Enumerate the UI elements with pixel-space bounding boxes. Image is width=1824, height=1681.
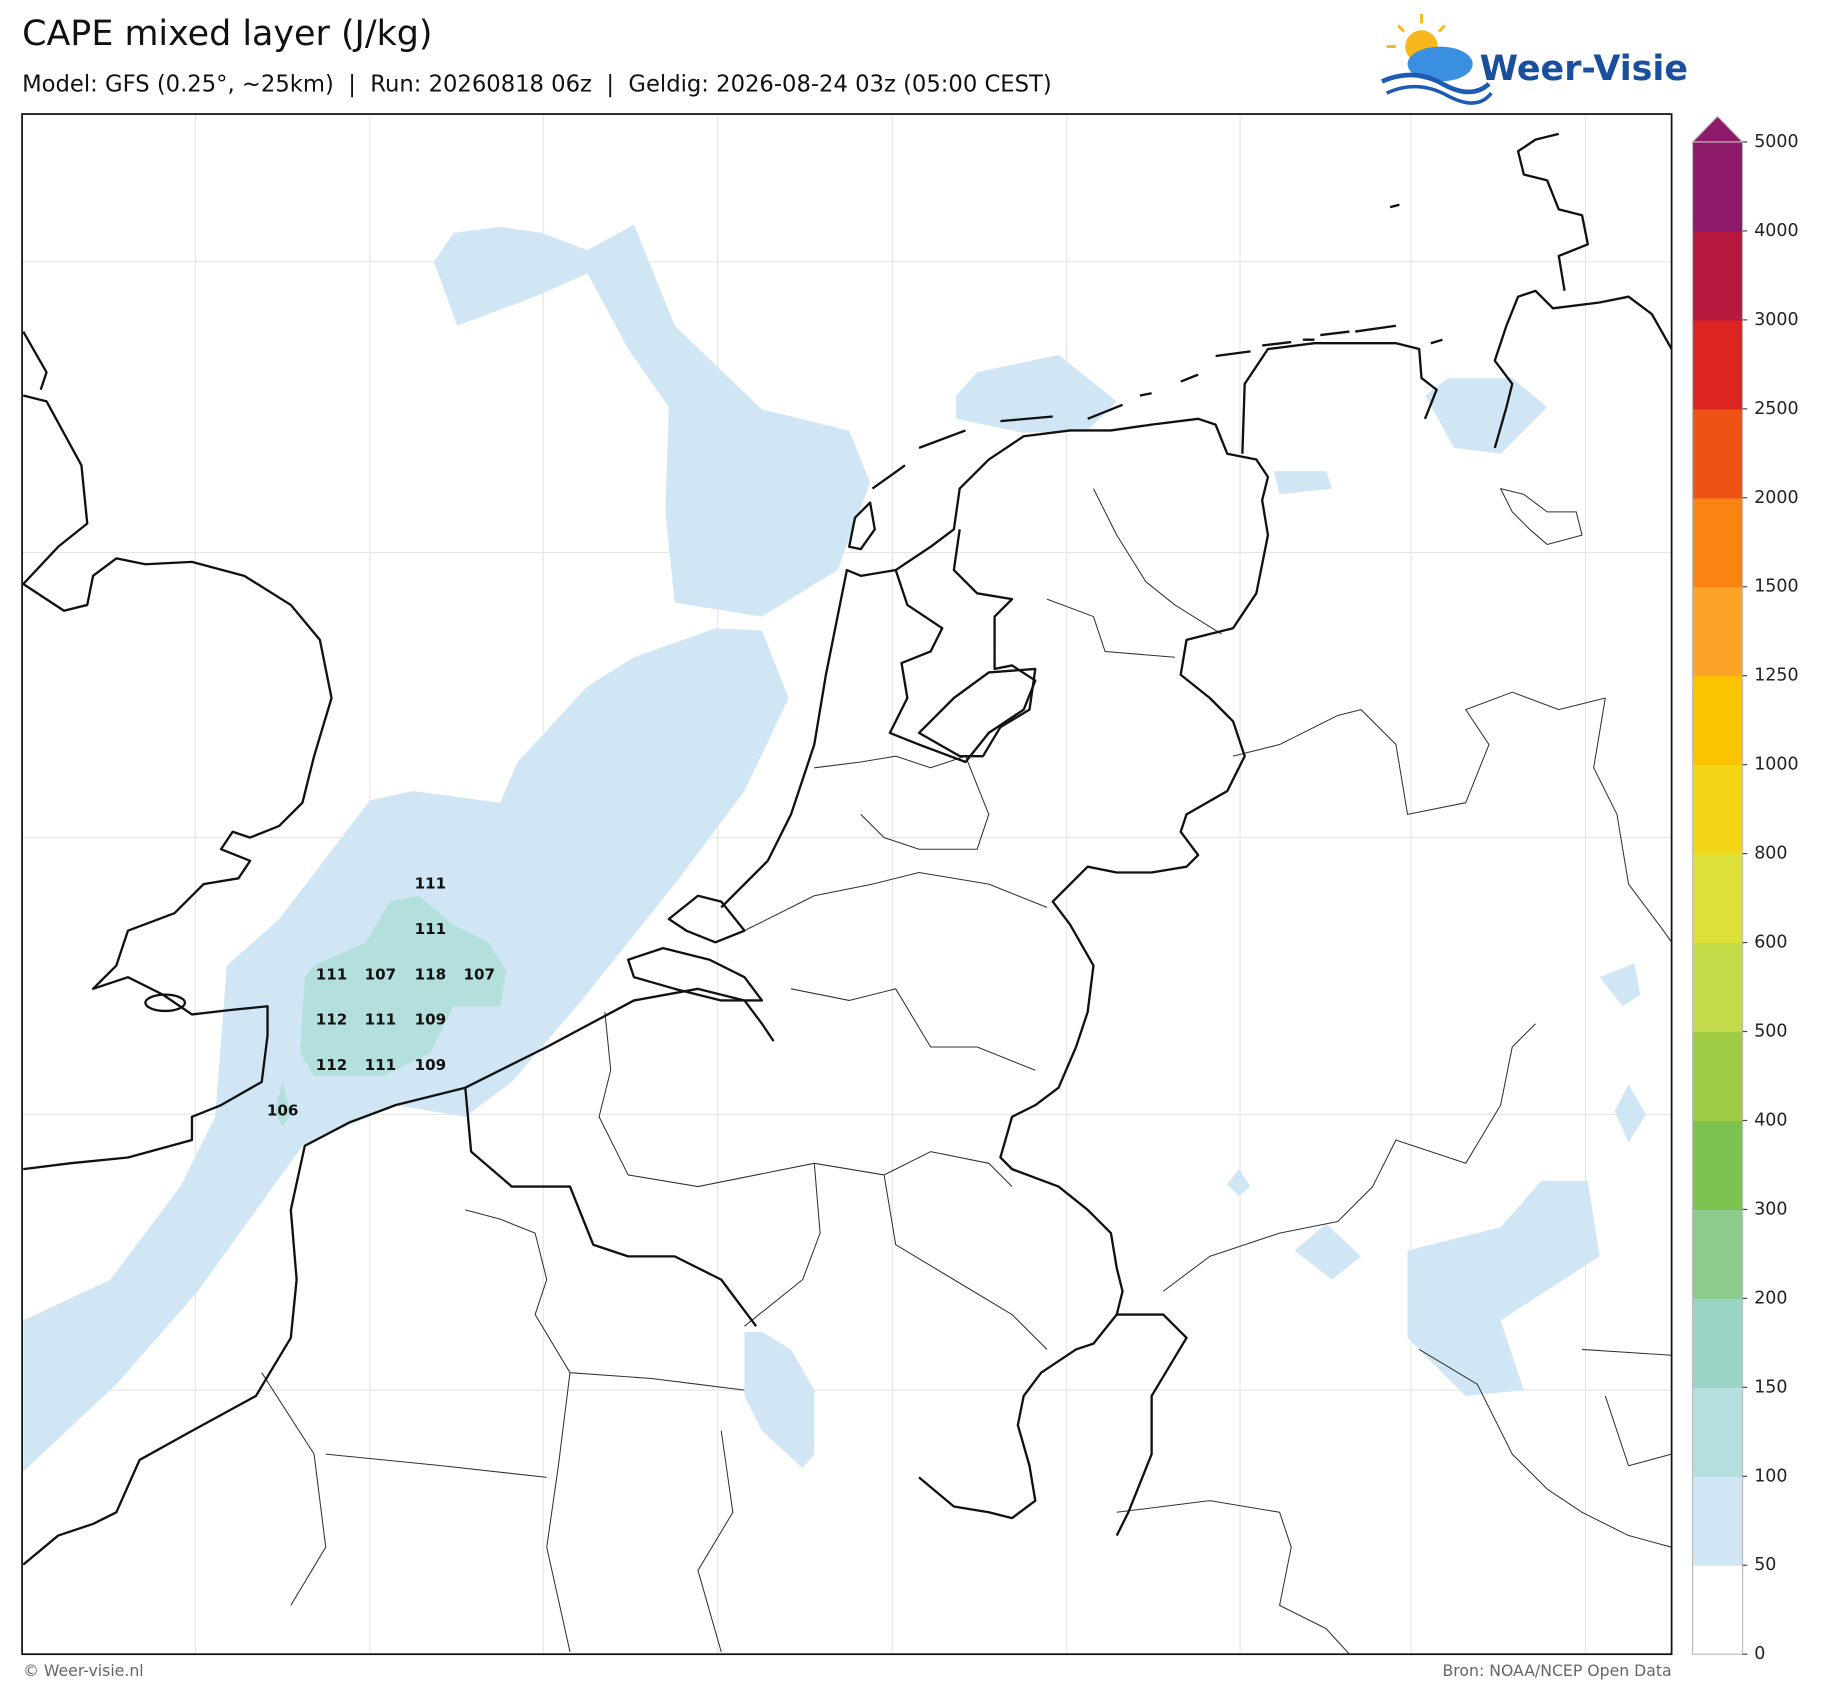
logo: Weer-Visie (1381, 13, 1688, 105)
colorbar-tick-label: 600 (1754, 933, 1787, 953)
borders (261, 488, 1672, 1655)
colorbar-segment (1692, 497, 1743, 588)
cape-value: 118 (415, 965, 447, 983)
cape-value: 107 (365, 965, 397, 983)
colorbar-segment (1692, 1120, 1743, 1211)
cape-value: 112 (316, 1011, 348, 1029)
colorbar-segment (1692, 853, 1743, 944)
colorbar-tick-label: 300 (1754, 1199, 1787, 1219)
colorbar-tick-label: 200 (1754, 1288, 1787, 1308)
colorbar-segment (1692, 586, 1743, 677)
colorbar-segment (1692, 1387, 1743, 1477)
graticule (22, 114, 1672, 1655)
cape-value: 112 (316, 1056, 348, 1074)
cape-value: 107 (463, 965, 495, 983)
cape-field (23, 224, 1647, 1472)
map-frame (21, 113, 1673, 1656)
colorbar-tick-label: 500 (1754, 1022, 1787, 1042)
colorbar-segment (1692, 764, 1743, 855)
colorbar-segment (1692, 408, 1743, 499)
cape-value: 106 (267, 1101, 299, 1119)
colorbar-segment (1692, 1565, 1743, 1655)
colorbar-segment (1692, 1476, 1743, 1566)
colorbar-tick-label: 800 (1754, 844, 1787, 864)
colorbar-tick-label: 2500 (1754, 399, 1798, 419)
cape-value: 111 (415, 920, 447, 938)
colorbar-segment (1692, 230, 1743, 321)
colorbar-tick-label: 400 (1754, 1110, 1787, 1130)
colorbar-segment (1692, 942, 1743, 1033)
subtitle: Model: GFS (0.25°, ~25km) | Run: 2026081… (22, 71, 1052, 97)
colorbar-segment (1692, 675, 1743, 766)
colorbar-segment (1692, 1298, 1743, 1388)
colorbar-tick-label: 2000 (1754, 488, 1798, 508)
colorbar-tick-label: 0 (1754, 1644, 1765, 1664)
colorbar-tick-label: 50 (1754, 1555, 1776, 1575)
logo-text: Weer-Visie (1480, 49, 1688, 89)
title: CAPE mixed layer (J/kg) (22, 14, 432, 54)
colorbar-tick-label: 3000 (1754, 310, 1798, 330)
colorbar-segment (1692, 1031, 1743, 1122)
cape-value: 109 (415, 1011, 447, 1029)
map: 111 111 111 107 118 107 112 111 109 112 111 109 106 (22, 114, 1672, 1655)
colorbar-tick-label: 4000 (1754, 221, 1798, 241)
colorbar-segment (1692, 319, 1743, 410)
credit: © Weer-visie.nl (23, 1661, 143, 1680)
cape-labels: 111 111 111 107 118 107 112 111 109 112 111 109 106 (267, 875, 495, 1120)
colorbar: 0 50 100 150 200 300 400 500 600 800 1000 1250 1500 2… (1691, 115, 1799, 1664)
colorbar-segment (1692, 141, 1743, 232)
coastlines (22, 132, 1672, 1566)
cape-value: 111 (316, 965, 348, 983)
cape-value: 111 (415, 875, 447, 893)
colorbar-tick-label: 150 (1754, 1377, 1787, 1397)
colorbar-tick-label: 1250 (1754, 666, 1798, 686)
cape-value: 111 (365, 1056, 397, 1074)
source: Bron: NOAA/NCEP Open Data (1443, 1661, 1672, 1680)
colorbar-frame (1691, 141, 1744, 1655)
colorbar-segment (1692, 1209, 1743, 1299)
colorbar-extend (1691, 115, 1744, 143)
colorbar-tick-label: 1500 (1754, 577, 1798, 597)
cape-value: 111 (365, 1011, 397, 1029)
colorbar-tick-label: 5000 (1754, 132, 1798, 152)
cape-value: 109 (415, 1056, 447, 1074)
colorbar-tick-label: 100 (1754, 1466, 1787, 1486)
colorbar-tick-label: 1000 (1754, 755, 1798, 775)
